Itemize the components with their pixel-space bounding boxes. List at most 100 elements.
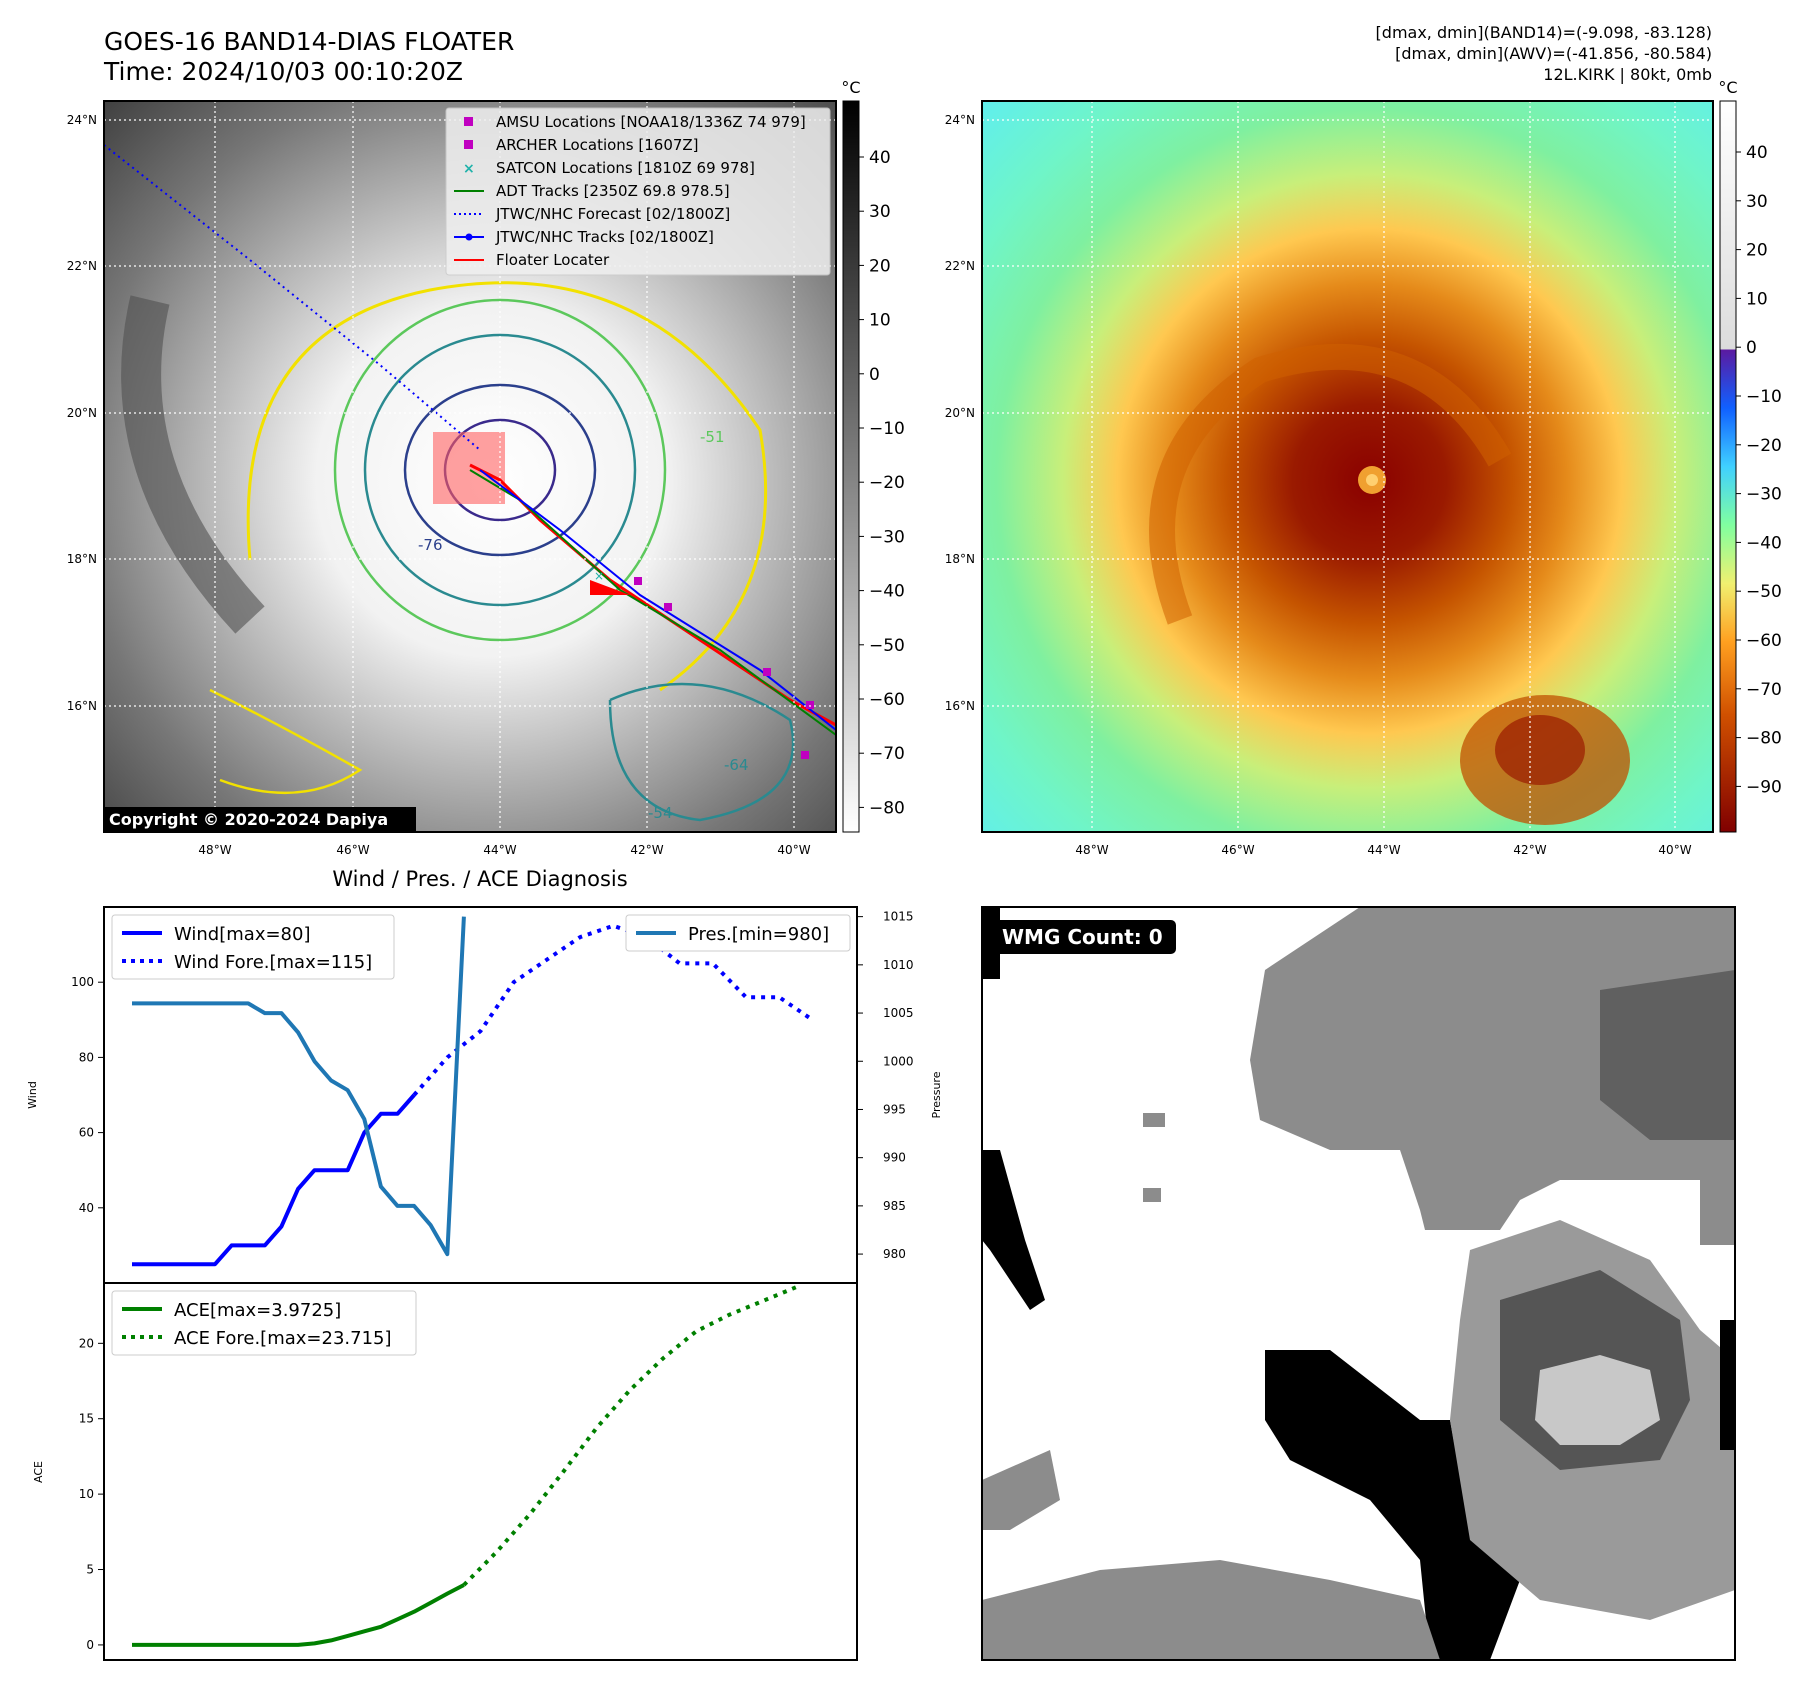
contour-inner: [403, 383, 597, 557]
archer-marker: [664, 603, 672, 611]
info-line-awv: [dmax, dmin](AWV)=(-41.856, -80.584): [1395, 44, 1712, 63]
series-line-solid: [132, 1583, 465, 1647]
y-tick-label-ace: 10: [79, 1487, 94, 1501]
ace-chart: 0 5 10 15 20 ACE ACE[max=3.9725] ACE Fore.[m…: [32, 1282, 858, 1661]
right-map-gridlines: [982, 101, 1713, 832]
legend-marker-square: [464, 140, 473, 149]
contour-teal: [363, 333, 637, 607]
right-colorbar-strip: [1719, 100, 1737, 833]
legend-label: ADT Tracks [2350Z 69.8 978.5]: [496, 182, 730, 200]
y-tick-label-pressure: 990: [883, 1151, 906, 1165]
y-tick-label-pressure: 995: [883, 1102, 906, 1116]
colorbar-tick-label: 30: [1746, 192, 1768, 212]
left-colorbar: °C 40 30 20 10 0 −10 −20 −30 −40 −50 −60 −70 −80: [841, 78, 905, 833]
wmg-black-edge: [1720, 1320, 1735, 1450]
y-tick-label-ace: 5: [86, 1563, 94, 1577]
lat-tick-label: 24°N: [67, 113, 97, 127]
wmg-small-gray-2: [1143, 1188, 1161, 1202]
map-legend: AMSU Locations [NOAA18/1336Z 74 979] ARCH…: [445, 107, 831, 276]
copyright-badge: Copyright © 2020-2024 Dapiya: [104, 807, 416, 831]
colorbar-tick-label: −70: [1746, 680, 1782, 700]
colorbar-tick-label: −70: [869, 744, 905, 764]
lat-tick-label: 24°N: [945, 113, 975, 127]
y-tick-label-pressure: 985: [883, 1199, 906, 1213]
colorbar-tick-label: −40: [1746, 533, 1782, 553]
series-line-solid: [132, 916, 466, 1257]
lat-tick-label: 18°N: [67, 552, 97, 566]
right-map-frame: [981, 100, 1714, 833]
colorbar-tick-label: −80: [869, 798, 905, 818]
wmg-dark-band: [1265, 1350, 1520, 1660]
contour-south-band: [608, 682, 795, 822]
archer-marker-4: [806, 701, 814, 709]
lat-tick-label: 16°N: [67, 699, 97, 713]
inner-band: [1149, 343, 1512, 625]
y-tick-label-wind: 40: [79, 1201, 94, 1215]
ace-ylabel: ACE: [32, 1461, 45, 1483]
y-tick-label-wind: 60: [79, 1126, 94, 1140]
right-lat-ticks: 24°N 22°N 20°N 18°N 16°N: [945, 113, 975, 713]
colorbar-tick-label: −20: [869, 473, 905, 493]
lon-tick-label: 42°W: [630, 843, 663, 857]
left-map-frame: [103, 100, 837, 833]
series-line-dotted: [462, 1285, 797, 1587]
colorbar-tick-label: −20: [1746, 436, 1782, 456]
wmg-core-light: [1535, 1355, 1660, 1445]
archer-marker-3: [801, 751, 809, 759]
contour-label-51: -51: [700, 428, 725, 446]
ir-color-map: 48°W 46°W 44°W 42°W 40°W 24°N 22°N 20°N 18°N 16°…: [945, 100, 1714, 857]
lon-tick-label: 46°W: [336, 843, 369, 857]
left-lon-ticks: 48°W 46°W 44°W 42°W 40°W: [198, 843, 810, 857]
colorbar-tick-label: −30: [869, 527, 905, 547]
colorbar-tick-label: −10: [869, 419, 905, 439]
figure-time: Time: 2024/10/03 00:10:20Z: [103, 57, 463, 86]
floater-arrow: [590, 580, 630, 595]
contour-label-54: -54: [648, 804, 673, 822]
lon-tick-label: 48°W: [198, 843, 231, 857]
left-colorbar-unit: °C: [841, 78, 860, 97]
floater-box: [433, 432, 505, 504]
y-tick-label-pressure: 1010: [883, 958, 914, 972]
wmg-count: WMG Count: 0: [1002, 925, 1163, 949]
y-tick-label-wind: 100: [71, 975, 94, 989]
lon-tick-label: 40°W: [777, 843, 810, 857]
y-tick-label-pressure: 1005: [883, 1006, 914, 1020]
ace-legend: ACE[max=3.9725] ACE Fore.[max=23.715]: [111, 1290, 417, 1356]
y-tick-label-pressure: 1000: [883, 1054, 914, 1068]
contour-southwest: [209, 688, 363, 795]
ace-fore-legend-label: ACE Fore.[max=23.715]: [174, 1328, 392, 1349]
lon-tick-label: 44°W: [483, 843, 516, 857]
colorbar-tick-label: 20: [869, 256, 891, 276]
contour-label-76: -76: [418, 536, 443, 554]
info-line-band14: [dmax, dmin](BAND14)=(-9.098, -83.128): [1376, 23, 1712, 42]
contour-green: [333, 298, 667, 642]
wmg-badge: WMG Count: 0: [994, 920, 1176, 954]
legend-marker-square: [464, 117, 473, 126]
wmg-gray-southwest: [982, 1450, 1060, 1530]
ir-grayscale-map: × -76 -64 -54 -51 AMSU Locations [NOAA18…: [67, 100, 837, 857]
figure-header: GOES-16 BAND14-DIAS FLOATER Time: 2024/1…: [103, 23, 1712, 86]
wind-ylabel: Wind: [26, 1081, 39, 1109]
legend-label: ARCHER Locations [1607Z]: [496, 136, 699, 154]
legend-label: JTWC/NHC Forecast [02/1800Z]: [495, 205, 730, 223]
ace-legend-label: ACE[max=3.9725]: [174, 1300, 341, 1321]
legend-label: AMSU Locations [NOAA18/1336Z 74 979]: [496, 113, 806, 131]
lon-tick-label: 40°W: [1658, 843, 1691, 857]
right-colorbar: °C 40 30 20 10 0 −10 −20 −30 −40 −50 −60 −70 −80 −90: [1718, 78, 1782, 833]
left-lat-ticks: 24°N 22°N 20°N 18°N 16°N: [67, 113, 97, 713]
lat-tick-label: 20°N: [945, 406, 975, 420]
colorbar-tick-label: 20: [1746, 241, 1768, 261]
colorbar-tick-label: 10: [1746, 289, 1768, 309]
colorbar-tick-label: 40: [1746, 143, 1768, 163]
colorbar-tick-label: 0: [869, 365, 880, 385]
legend-label: Floater Locater: [496, 251, 610, 269]
contour-label-64: -64: [724, 756, 749, 774]
wmg-black-west: [982, 1150, 1045, 1310]
legend-label: JTWC/NHC Tracks [02/1800Z]: [495, 228, 714, 246]
wind-fore-legend-label: Wind Fore.[max=115]: [174, 952, 372, 973]
colorbar-tick-label: −60: [1746, 631, 1782, 651]
lat-tick-label: 22°N: [945, 259, 975, 273]
adt-track: [469, 469, 836, 736]
colorbar-tick-label: −10: [1746, 387, 1782, 407]
colorbar-tick-label: −80: [1746, 729, 1782, 749]
